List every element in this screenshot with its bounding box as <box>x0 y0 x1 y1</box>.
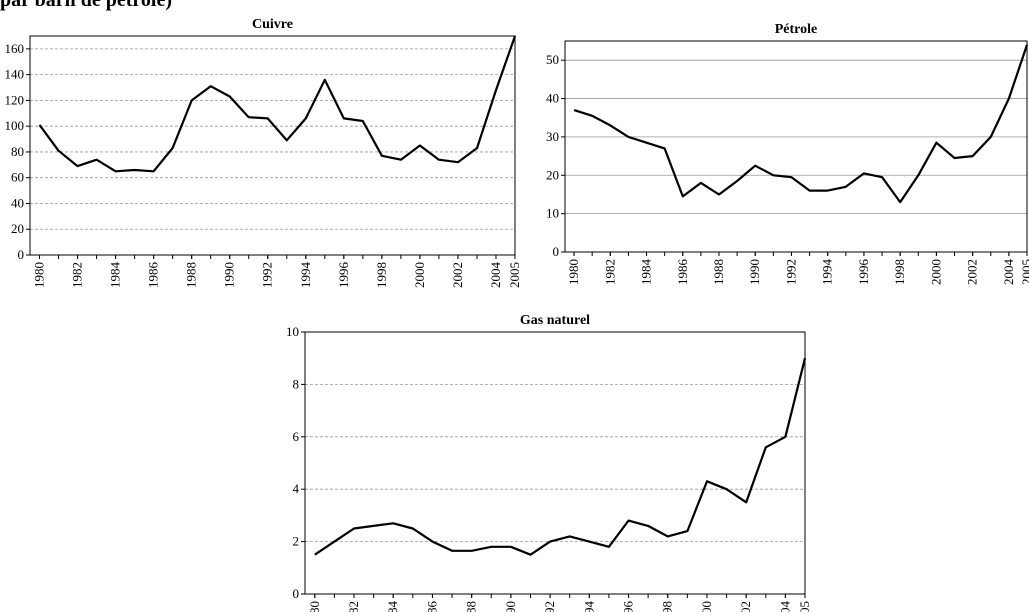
x-tick-label: 1998 <box>892 259 907 285</box>
x-tick-label: 1998 <box>660 601 675 612</box>
plot-frame <box>304 331 806 595</box>
x-tick-label: 1984 <box>385 601 400 612</box>
x-tick-label: 1984 <box>639 259 654 286</box>
x-tick-label: 1980 <box>32 262 47 288</box>
x-tick-label: 1986 <box>424 601 439 612</box>
x-tick-label: 1998 <box>374 262 389 288</box>
x-tick-label: 1992 <box>260 262 275 288</box>
x-tick-label: 1982 <box>602 259 617 285</box>
x-tick-label: 1988 <box>184 262 199 288</box>
y-tick-label: 20 <box>546 167 559 182</box>
x-tick-label: 2004 <box>777 601 792 612</box>
x-tick-label: 2005 <box>1019 259 1029 285</box>
chart-title: Gas naturel <box>520 313 590 328</box>
y-tick-label: 0 <box>293 586 300 601</box>
x-tick-label: 1980 <box>566 259 581 285</box>
x-tick-label: 1982 <box>346 601 361 612</box>
y-tick-label: 80 <box>11 144 24 159</box>
data-line <box>38 35 517 173</box>
x-tick-label: 1988 <box>711 259 726 285</box>
x-tick-label: 1996 <box>856 259 871 286</box>
x-tick-label: 1994 <box>581 601 596 612</box>
x-tick-label: 1992 <box>542 601 557 612</box>
y-tick-label: 20 <box>11 221 24 236</box>
y-tick-label: 8 <box>293 376 300 391</box>
y-tick-label: 10 <box>286 324 299 339</box>
x-tick-label: 2002 <box>965 259 980 285</box>
x-tick-label: 1986 <box>675 259 690 286</box>
x-tick-label: 1994 <box>298 262 313 289</box>
y-tick-label: 2 <box>293 534 300 549</box>
y-tick-label: 0 <box>553 244 560 259</box>
y-tick-label: 40 <box>11 195 24 210</box>
x-tick-label: 1996 <box>621 601 636 612</box>
plot-frame <box>564 40 1028 253</box>
y-tick-label: 40 <box>546 91 559 106</box>
x-tick-label: 2002 <box>738 601 753 612</box>
x-tick-label: 2002 <box>450 262 465 288</box>
y-tick-label: 0 <box>18 247 25 262</box>
y-tick-label: 50 <box>546 52 559 67</box>
plot-frame <box>29 35 516 256</box>
x-tick-label: 1986 <box>146 262 161 289</box>
y-tick-label: 6 <box>293 429 300 444</box>
page-title: par baril de pétrole) <box>0 0 172 11</box>
y-tick-label: 30 <box>546 129 559 144</box>
x-tick-label: 2000 <box>699 601 714 612</box>
y-tick-label: 4 <box>293 481 300 496</box>
x-tick-label: 2005 <box>507 262 522 288</box>
x-tick-label: 2000 <box>928 259 943 285</box>
x-tick-label: 2005 <box>797 601 812 612</box>
chart-title: Cuivre <box>252 17 293 32</box>
x-tick-label: 1992 <box>783 259 798 285</box>
x-tick-label: 1988 <box>464 601 479 612</box>
y-tick-label: 120 <box>5 92 25 107</box>
data-line <box>314 357 807 556</box>
y-tick-label: 140 <box>5 67 25 82</box>
x-tick-label: 1996 <box>336 262 351 289</box>
y-tick-label: 10 <box>546 206 559 221</box>
x-tick-label: 2000 <box>412 262 427 288</box>
x-tick-label: 2004 <box>1001 259 1016 286</box>
x-tick-label: 1990 <box>747 259 762 285</box>
x-tick-label: 1982 <box>70 262 85 288</box>
chart-title: Pétrole <box>775 22 818 37</box>
x-tick-label: 1980 <box>307 601 322 612</box>
data-line <box>573 44 1029 204</box>
x-tick-label: 1994 <box>820 259 835 286</box>
x-tick-label: 1990 <box>222 262 237 288</box>
x-tick-label: 1990 <box>503 601 518 612</box>
x-tick-label: 1984 <box>108 262 123 289</box>
y-tick-label: 100 <box>5 118 25 133</box>
y-tick-label: 60 <box>11 170 24 185</box>
x-tick-label: 2004 <box>488 261 503 288</box>
y-tick-label: 160 <box>5 41 25 56</box>
